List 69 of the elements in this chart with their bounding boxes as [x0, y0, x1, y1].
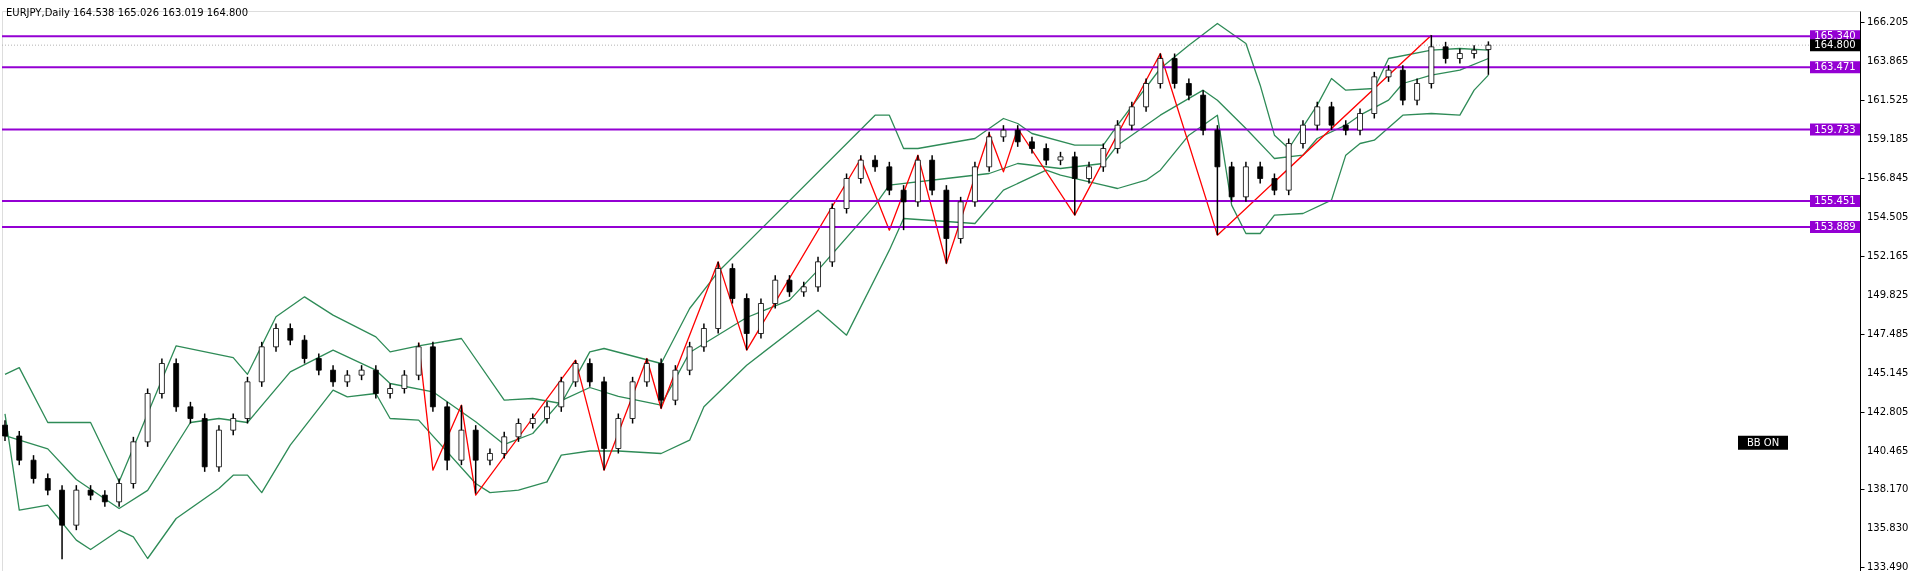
candlestick — [44, 472, 51, 496]
candlestick — [187, 401, 194, 425]
candlestick — [1271, 172, 1278, 196]
candlestick — [572, 359, 579, 388]
y-tick-label: 142.805 — [1867, 405, 1909, 417]
candlestick — [1071, 151, 1078, 216]
y-tick-label: 147.485 — [1867, 327, 1909, 339]
candlestick — [857, 154, 864, 185]
candlestick — [1357, 107, 1363, 136]
y-tick-label: 156.845 — [1867, 171, 1909, 183]
candlestick — [1257, 161, 1264, 185]
y-tick-label: 149.825 — [1867, 288, 1909, 300]
candlestick — [1100, 142, 1107, 173]
candlestick — [1014, 124, 1021, 148]
candlestick — [1471, 44, 1478, 60]
y-tick-label: 135.830 — [1867, 522, 1909, 533]
y-tick-label: 140.465 — [1867, 444, 1909, 456]
ref-line-label: 153.889 — [1814, 221, 1856, 233]
ref-line-label: 165.340 — [1814, 30, 1856, 42]
y-tick-label: 154.505 — [1867, 210, 1909, 222]
candlestick — [1185, 77, 1192, 101]
candlestick — [900, 184, 907, 231]
candlestick — [1114, 119, 1121, 155]
candlestick — [330, 364, 336, 388]
candlestick — [372, 364, 379, 400]
y-tick-label: 166.205 — [1867, 15, 1909, 27]
candlestick — [401, 369, 408, 395]
candlestick — [315, 352, 322, 376]
y-tick-label: 161.525 — [1867, 93, 1909, 105]
candlestick — [287, 322, 294, 346]
candlestick — [772, 274, 779, 310]
candlestick — [686, 341, 693, 376]
ref-line-label: 164.800 — [1814, 39, 1856, 51]
y-tick-label: 159.185 — [1867, 132, 1909, 144]
candlestick — [1143, 77, 1149, 113]
line-series — [417, 34, 1432, 496]
candlestick — [1328, 101, 1335, 131]
candlestick — [230, 412, 237, 436]
candlestick — [515, 417, 522, 443]
text: BB ON — [1746, 436, 1780, 448]
candlestick — [701, 322, 707, 353]
candlestick — [586, 357, 593, 388]
candlestick — [1414, 77, 1420, 106]
candlestick — [786, 274, 793, 298]
candlestick — [1485, 40, 1492, 76]
candlestick — [2, 419, 8, 442]
candlestick — [1300, 119, 1306, 150]
y-tick-label: 152.165 — [1867, 249, 1909, 261]
ref-line-label: 155.451 — [1814, 194, 1856, 206]
candlestick — [501, 431, 508, 460]
y-tick-label: 133.490 — [1867, 561, 1909, 571]
y-tick-label: 163.865 — [1867, 54, 1909, 66]
y-tick-label: 138.170 — [1867, 483, 1909, 494]
candlestick — [301, 334, 308, 365]
candlestick — [1314, 101, 1321, 131]
candlestick — [1442, 41, 1449, 65]
chart-title: EURJPY,Daily 164.538 165.026 163.019 164.800 — [6, 7, 249, 18]
ref-line-label: 159.733 — [1814, 123, 1856, 135]
candlestick — [116, 477, 123, 508]
candlestick — [1086, 161, 1092, 185]
candlestick — [1043, 142, 1050, 166]
candlestick — [1128, 101, 1135, 131]
candlestick — [643, 357, 650, 388]
ref-line-label: 163.471 — [1814, 61, 1856, 73]
candlestick — [544, 401, 550, 425]
candlestick — [30, 454, 37, 485]
candlestick — [886, 161, 893, 196]
candlestick — [273, 322, 279, 353]
y-tick-label: 145.145 — [1867, 366, 1909, 378]
